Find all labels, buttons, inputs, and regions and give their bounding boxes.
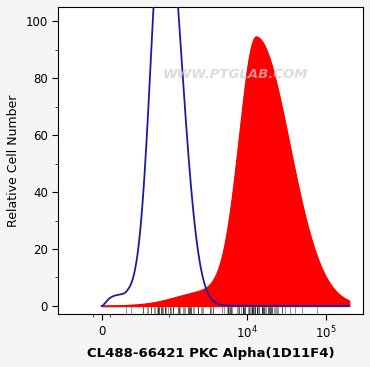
X-axis label: CL488-66421 PKC Alpha(1D11F4): CL488-66421 PKC Alpha(1D11F4)	[87, 347, 334, 360]
Text: WWW.PTGLAB.COM: WWW.PTGLAB.COM	[162, 68, 308, 81]
Y-axis label: Relative Cell Number: Relative Cell Number	[7, 95, 20, 227]
